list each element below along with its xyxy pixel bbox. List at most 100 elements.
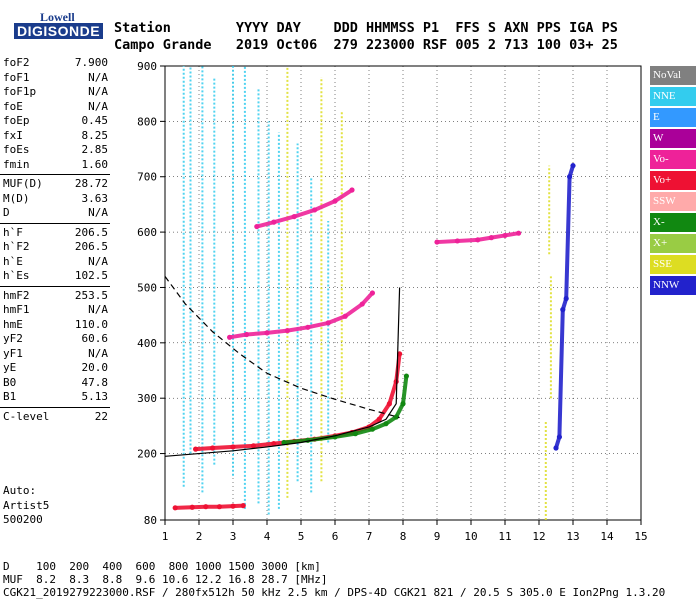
legend-item: E — [650, 108, 696, 127]
trace-point — [230, 444, 236, 450]
trace-point — [332, 198, 338, 204]
param-separator — [0, 406, 110, 408]
param-name: hmF1 — [3, 303, 30, 316]
y-tick-label: 80 — [144, 514, 157, 527]
param-row: C-level 22 — [0, 410, 112, 425]
param-name: h`F2 — [3, 240, 30, 253]
x-tick-label: 8 — [400, 530, 407, 543]
param-value: 60.6 — [81, 332, 109, 345]
param-name: foF2 — [3, 56, 30, 69]
trace-point — [244, 331, 250, 338]
trace-point — [210, 445, 216, 451]
legend-item: SSE — [650, 255, 696, 274]
param-row: D N/A — [0, 206, 112, 221]
trace-point — [216, 504, 222, 510]
trace-point — [342, 313, 348, 319]
param-name: B0 — [3, 375, 17, 389]
param-value: 206.5 — [74, 225, 108, 239]
trace-point — [475, 237, 481, 243]
x-tick-label: 11 — [498, 530, 511, 543]
param-name: h`Es — [3, 269, 30, 282]
param-name: B1 — [3, 390, 17, 403]
auto-line2: Artist5 — [3, 498, 50, 512]
trace-point — [352, 431, 358, 437]
param-name: foF1 — [3, 70, 30, 84]
x-tick-label: 1 — [162, 530, 169, 543]
param-name: C-level — [3, 409, 50, 423]
trace-point — [400, 401, 406, 407]
param-row: foF1 N/A — [0, 71, 112, 86]
legend-item: NoVal — [650, 66, 696, 85]
param-separator — [0, 222, 110, 224]
param-row: foF2 7.900 — [0, 56, 112, 71]
x-tick-label: 4 — [264, 530, 271, 543]
trace-point — [386, 401, 392, 407]
param-row: M(D) 3.63 — [0, 192, 112, 207]
param-value: 5.13 — [81, 390, 109, 403]
auto-line3: 500200 — [3, 513, 43, 526]
y-tick-label: 600 — [137, 226, 157, 239]
logo-line1: Lowell — [40, 10, 75, 24]
param-name: foEs — [3, 143, 30, 156]
x-tick-label: 14 — [600, 530, 614, 543]
trace-point — [193, 446, 199, 452]
legend-item: NNW — [650, 276, 696, 295]
profile-curve — [164, 276, 400, 419]
trace-point — [556, 434, 563, 440]
trace-point — [393, 414, 399, 420]
param-name: h`F — [3, 225, 23, 239]
x-tick-label: 12 — [532, 530, 545, 543]
trace-point — [349, 187, 355, 193]
param-row: fmin 1.60 — [0, 158, 112, 173]
param-name: foE — [3, 99, 23, 113]
param-value: 0.45 — [81, 114, 109, 127]
x-tick-label: 15 — [634, 530, 647, 543]
trace-point — [488, 235, 494, 241]
trace-point — [516, 230, 522, 236]
x-tick-label: 6 — [332, 530, 339, 543]
trace-point — [393, 378, 399, 385]
param-row: yF2 60.6 — [0, 332, 112, 347]
legend-item: SSW — [650, 192, 696, 211]
x-tick-label: 5 — [298, 530, 305, 543]
param-value: 253.5 — [74, 288, 108, 302]
legend-item: X- — [650, 213, 696, 232]
x-tick-label: 9 — [434, 530, 441, 543]
trace-point — [250, 443, 256, 449]
trace-point — [271, 219, 277, 225]
x-tick-label: 10 — [464, 530, 477, 543]
param-value: N/A — [88, 99, 108, 113]
trace-point — [172, 505, 178, 511]
param-row: h`F 206.5 — [0, 226, 112, 241]
param-name: fxI — [3, 128, 23, 142]
param-name: h`E — [3, 254, 23, 268]
param-row: foF1p N/A — [0, 85, 112, 100]
param-row: hmF1 N/A — [0, 303, 112, 318]
trace-point — [383, 421, 389, 427]
param-value: 2.85 — [81, 143, 109, 156]
param-separator — [0, 285, 110, 287]
param-row: h`F2 206.5 — [0, 240, 112, 255]
param-value: 47.8 — [81, 375, 109, 389]
trace-line — [254, 188, 354, 229]
trace-point — [369, 426, 375, 432]
legend-item: X+ — [650, 234, 696, 253]
x-tick-label: 13 — [566, 530, 579, 543]
trace-point — [325, 320, 331, 326]
param-value: N/A — [88, 206, 108, 219]
param-name: M(D) — [3, 191, 30, 205]
param-name: yF1 — [3, 346, 23, 360]
param-name: yE — [3, 361, 17, 374]
footer-muf-row: MUF 8.2 8.3 8.8 9.6 10.6 12.2 16.8 28.7 … — [3, 573, 328, 586]
x-tick-label: 3 — [230, 530, 237, 543]
param-value: 102.5 — [74, 269, 108, 282]
param-row: yE 20.0 — [0, 361, 112, 376]
trace-point — [560, 307, 566, 313]
trace-point — [240, 503, 246, 509]
y-tick-label: 400 — [137, 337, 157, 350]
auto-label-block: Auto: Artist5 500200 — [3, 484, 49, 528]
param-value: 22 — [94, 409, 108, 423]
param-row: yF1 N/A — [0, 347, 112, 362]
trace-point — [284, 328, 290, 334]
